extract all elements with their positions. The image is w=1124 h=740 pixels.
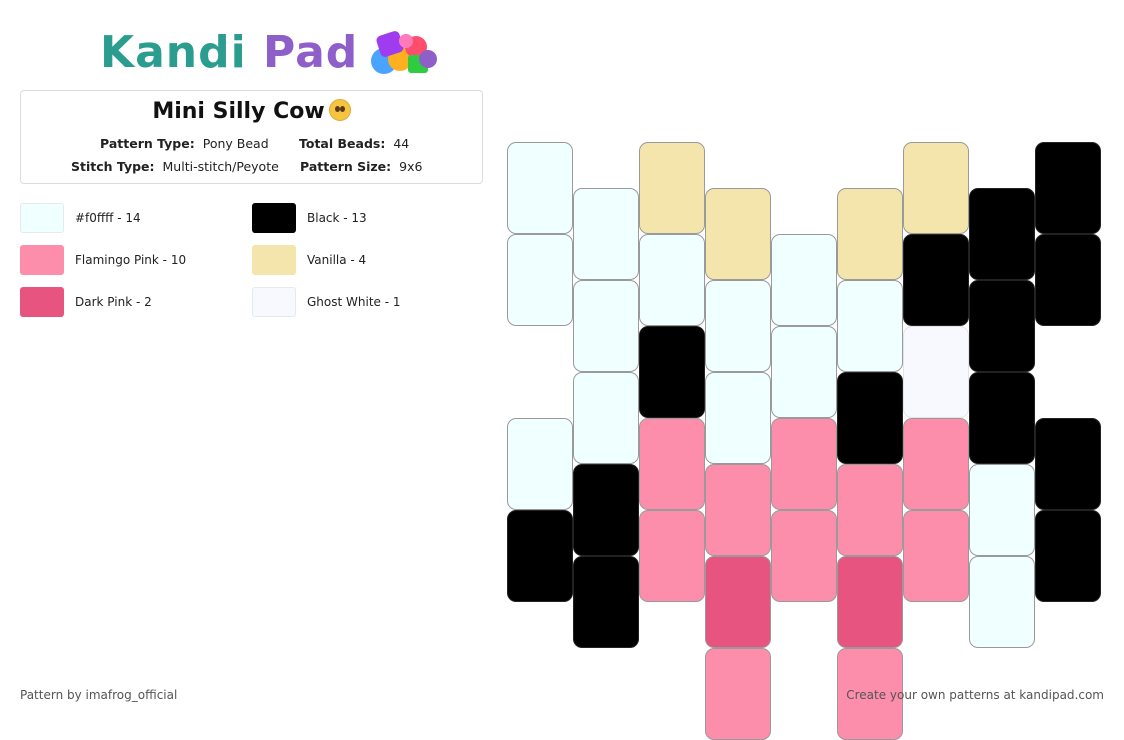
- candy-beads-icon: [371, 31, 438, 74]
- legend-item: Flamingo Pink - 10: [20, 244, 186, 276]
- bead: [507, 234, 573, 326]
- bead: [969, 280, 1035, 372]
- pleading-face-icon: [328, 99, 351, 121]
- bead: [969, 464, 1035, 556]
- bead: [771, 234, 837, 326]
- bead: [837, 372, 903, 464]
- legend-item: Black - 13: [252, 202, 367, 234]
- bead: [507, 510, 573, 602]
- legend-item: #f0ffff - 14: [20, 202, 141, 234]
- pattern-info-card: Mini Silly Cow Pattern Type: Pony Bead To…: [20, 90, 483, 184]
- bead: [573, 188, 639, 280]
- bead: [903, 418, 969, 510]
- bead: [969, 556, 1035, 648]
- bead: [1035, 510, 1101, 602]
- bead: [837, 188, 903, 280]
- color-swatch: [252, 287, 296, 317]
- kandi-pad-logo: Kandi Pad: [100, 22, 442, 82]
- bead: [573, 280, 639, 372]
- bead: [639, 326, 705, 418]
- bead: [969, 372, 1035, 464]
- color-swatch: [252, 203, 296, 233]
- legend-item: Vanilla - 4: [252, 244, 366, 276]
- bead: [507, 142, 573, 234]
- bead: [1035, 418, 1101, 510]
- bead: [507, 418, 573, 510]
- color-swatch: [20, 245, 64, 275]
- pattern-author: Pattern by imafrog_official: [20, 688, 178, 702]
- bead: [1035, 142, 1101, 234]
- legend-item: Ghost White - 1: [252, 286, 401, 318]
- bead: [705, 464, 771, 556]
- bead: [903, 234, 969, 326]
- stitch-type: Stitch Type: Multi-stitch/Peyote: [71, 159, 279, 174]
- bead: [837, 464, 903, 556]
- bead: [903, 510, 969, 602]
- bead: [771, 510, 837, 602]
- bead: [837, 280, 903, 372]
- bead: [573, 556, 639, 648]
- bead: [639, 234, 705, 326]
- bead: [573, 464, 639, 556]
- color-swatch: [20, 203, 64, 233]
- bead: [705, 556, 771, 648]
- bead: [837, 556, 903, 648]
- color-swatch: [252, 245, 296, 275]
- bead: [639, 510, 705, 602]
- bead: [705, 280, 771, 372]
- total-beads: Total Beads: 44: [299, 136, 410, 151]
- pattern-type: Pattern Type: Pony Bead: [100, 136, 269, 151]
- bead: [705, 372, 771, 464]
- bead: [903, 326, 969, 418]
- bead: [903, 142, 969, 234]
- bead: [1035, 234, 1101, 326]
- bead: [705, 648, 771, 740]
- bead: [639, 418, 705, 510]
- bead: [639, 142, 705, 234]
- bead: [969, 188, 1035, 280]
- pattern-title: Mini Silly Cow: [21, 99, 482, 124]
- bead: [771, 326, 837, 418]
- logo-wordmark: Kandi Pad: [100, 26, 359, 78]
- pattern-size: Pattern Size: 9x6: [300, 159, 423, 174]
- color-swatch: [20, 287, 64, 317]
- bead: [771, 418, 837, 510]
- bead: [705, 188, 771, 280]
- create-patterns-link[interactable]: Create your own patterns at kandipad.com: [846, 688, 1104, 702]
- bead: [573, 372, 639, 464]
- legend-item: Dark Pink - 2: [20, 286, 152, 318]
